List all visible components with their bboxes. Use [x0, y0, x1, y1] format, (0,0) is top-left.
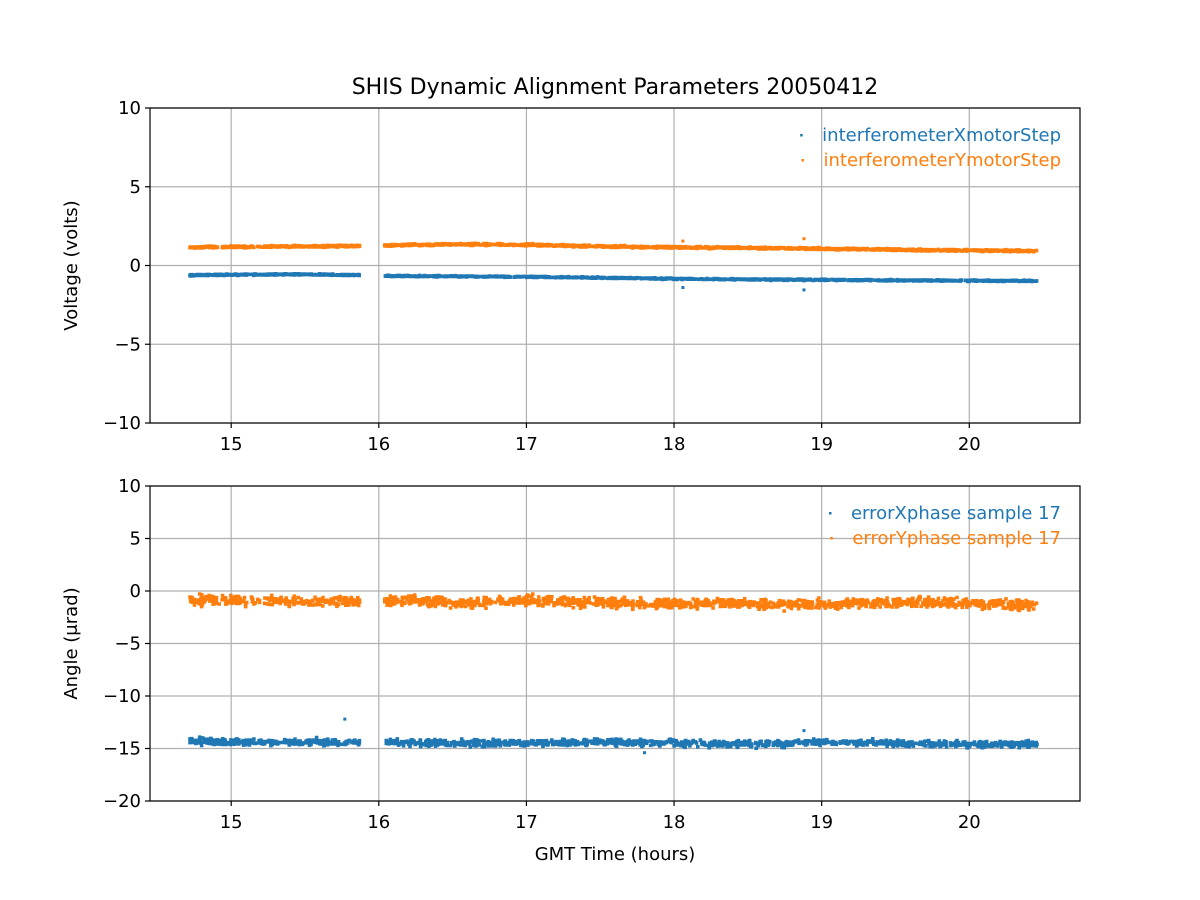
- y-tick-label: 0: [130, 581, 141, 602]
- outlier-point: [802, 288, 806, 292]
- outlier-point: [343, 717, 347, 721]
- y-tick-label: 10: [118, 476, 141, 497]
- y-tick-label: −10: [103, 686, 141, 707]
- x-tick-label: 20: [958, 812, 981, 833]
- legend-entry-label: errorXphase sample 17: [851, 503, 1061, 524]
- outlier-point: [802, 237, 806, 241]
- x-tick-label: 16: [367, 434, 390, 455]
- legend-entry-label: errorYphase sample 17: [852, 528, 1061, 549]
- series-errorYphase-sample-17: [188, 592, 1039, 613]
- y-tick-label: −20: [103, 791, 141, 812]
- x-tick-label: 15: [220, 434, 243, 455]
- y-tick-label: −15: [103, 739, 141, 760]
- legend-marker: [828, 512, 832, 515]
- data-points: [188, 735, 1039, 750]
- outlier-point: [681, 239, 685, 243]
- legend-entry-label: interferometerYmotorStep: [823, 150, 1061, 171]
- x-tick-label: 18: [663, 434, 686, 455]
- series-interferometerYmotorStep: [188, 237, 1039, 254]
- y-tick-label: −10: [103, 413, 141, 434]
- legend: errorXphase sample 17 errorYphase sample …: [828, 503, 1061, 549]
- legend-entry-label: interferometerXmotorStep: [822, 125, 1061, 146]
- x-tick-label: 17: [515, 434, 538, 455]
- x-tick-label: 15: [220, 812, 243, 833]
- x-axis-label: GMT Time (hours): [535, 844, 696, 865]
- outlier-point: [802, 729, 806, 733]
- x-tick-label: 20: [958, 434, 981, 455]
- series-interferometerXmotorStep: [188, 272, 1039, 292]
- chart-title: SHIS Dynamic Alignment Parameters 200504…: [352, 75, 879, 100]
- y-tick-label: 5: [130, 529, 141, 550]
- y-tick-label: 10: [118, 98, 141, 119]
- legend-marker: [801, 159, 804, 162]
- x-tick-label: 17: [515, 812, 538, 833]
- y-axis-label: Angle (μrad): [61, 587, 82, 699]
- legend-marker: [800, 134, 803, 137]
- data-points: [188, 272, 1039, 284]
- y-axis-label: Voltage (volts): [61, 200, 82, 330]
- y-tick-label: −5: [114, 334, 141, 355]
- legend-marker: [830, 537, 833, 540]
- series-errorXphase-sample-17: [188, 717, 1039, 755]
- outlier-point: [681, 286, 685, 290]
- x-tick-label: 19: [810, 434, 833, 455]
- chart-panel-1: 15 16 17 18 19 20 −10 −5 0 5 10 Voltage (volts) SHIS…: [61, 75, 1081, 455]
- data-points: [188, 592, 1039, 613]
- y-tick-label: 0: [130, 256, 141, 277]
- y-tick-label: −5: [114, 634, 141, 655]
- data-points: [188, 241, 1039, 254]
- x-tick-label: 16: [367, 812, 390, 833]
- x-tick-label: 18: [663, 812, 686, 833]
- x-tick-label: 19: [810, 812, 833, 833]
- outlier-point: [643, 751, 647, 755]
- legend: interferometerXmotorStep interferometerYm…: [800, 125, 1061, 171]
- chart-panel-2: 15 16 17 18 19 20 −20 −15 −10 −5 0 5 10 Angle (μrad) G…: [61, 476, 1081, 865]
- y-tick-label: 5: [130, 177, 141, 198]
